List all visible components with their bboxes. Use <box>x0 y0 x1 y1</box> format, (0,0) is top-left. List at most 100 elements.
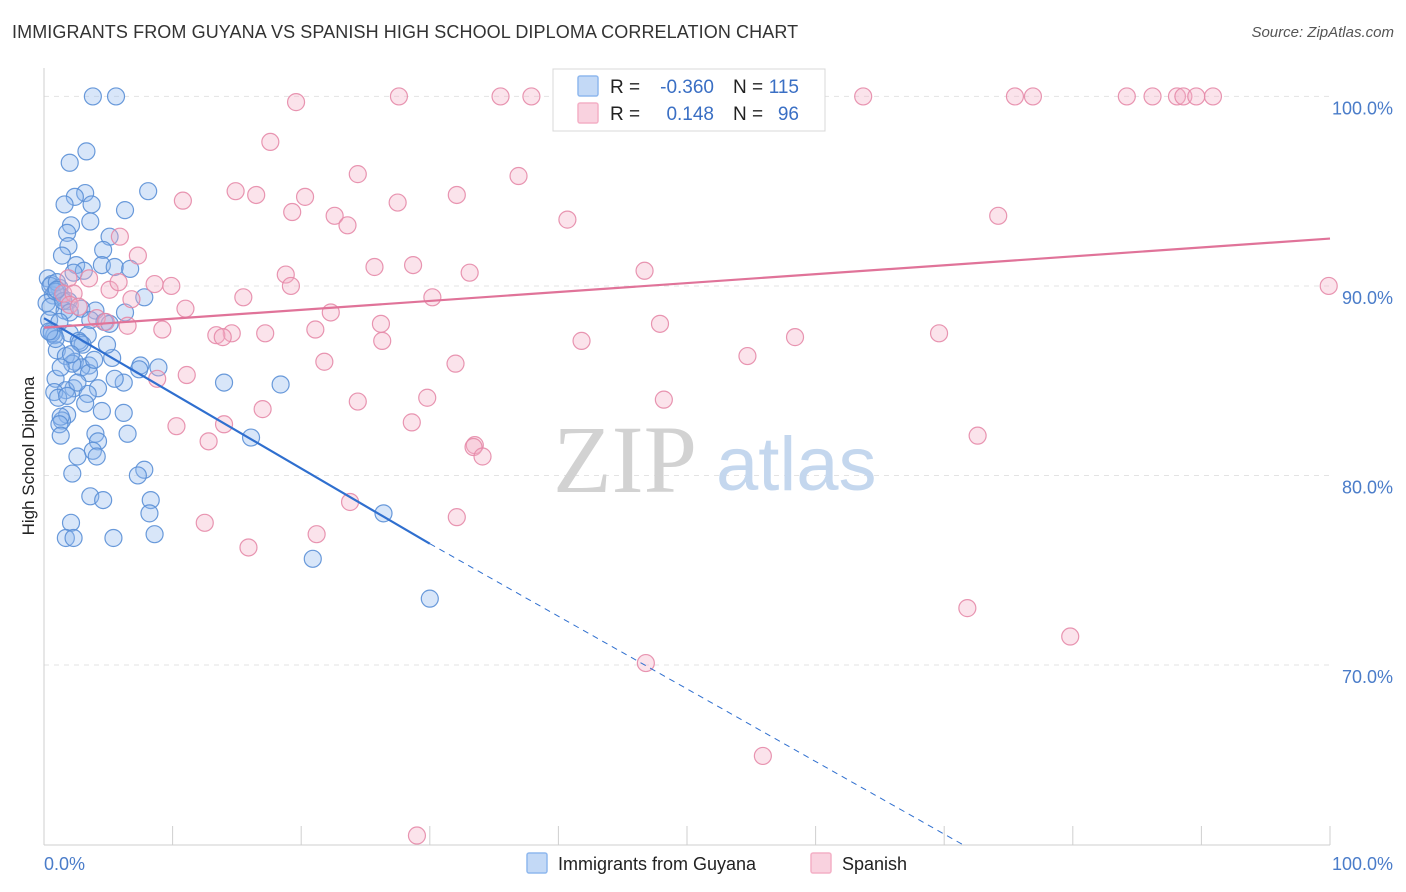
point-series1-1 <box>389 87 409 106</box>
point-series1-48 <box>122 290 141 309</box>
point-series0-98 <box>46 329 65 349</box>
point-series1-96 <box>109 273 128 292</box>
point-series0-92 <box>47 273 66 292</box>
stats-r-value-spanish: 0.148 <box>666 104 714 125</box>
point-series0-85 <box>145 525 164 544</box>
point-series0-52 <box>46 369 65 388</box>
trend-line-series0 <box>43 317 431 545</box>
point-series1-69 <box>738 346 757 366</box>
point-series0-66 <box>51 407 70 426</box>
point-series0-16 <box>52 246 72 265</box>
point-series0-87 <box>64 528 83 548</box>
point-series1-91 <box>636 653 655 673</box>
point-series1-85 <box>447 508 466 527</box>
y-axis-title: High School Diploma <box>19 376 38 535</box>
point-series1-63 <box>572 331 591 350</box>
point-series0-103 <box>105 369 124 388</box>
point-series1-49 <box>60 295 79 314</box>
point-series0-74 <box>87 447 106 466</box>
trend-lines <box>43 237 1331 846</box>
watermark-atlas: atlas <box>716 422 877 507</box>
point-series0-72 <box>88 432 108 451</box>
point-series0-84 <box>61 513 81 532</box>
point-series1-39 <box>79 269 99 288</box>
point-series0-107 <box>92 401 111 421</box>
point-series0-113 <box>51 358 70 377</box>
point-series1-71 <box>177 365 196 385</box>
point-series0-6 <box>139 182 158 201</box>
point-series0-75 <box>68 447 87 466</box>
point-series0-2 <box>60 153 79 172</box>
chart-title: IMMIGRANTS FROM GUYANA VS SPANISH HIGH S… <box>12 22 799 42</box>
point-series1-16 <box>1203 87 1223 106</box>
point-series1-64 <box>785 328 805 347</box>
x-tick-label-1: 100.0% <box>1332 854 1393 874</box>
point-series0-14 <box>59 237 78 256</box>
y-tick-label-1: 80.0% <box>1342 477 1393 497</box>
stats-n-value-guyana: 115 <box>769 77 799 98</box>
watermark-zip: ZIP <box>553 406 697 513</box>
x-ticks <box>43 826 1331 845</box>
point-series1-40 <box>281 276 301 296</box>
point-series0-1 <box>106 87 126 106</box>
point-series1-22 <box>173 191 192 210</box>
point-series0-70 <box>51 426 70 445</box>
point-series1-9 <box>1005 87 1025 106</box>
x-tick-label-0: 0.0% <box>44 854 85 874</box>
point-series0-4 <box>76 183 95 203</box>
point-series0-53 <box>114 373 133 392</box>
point-series1-14 <box>1174 87 1193 106</box>
point-series0-100 <box>63 354 82 373</box>
stats-swatch-guyana <box>577 75 599 97</box>
point-series1-87 <box>307 525 326 544</box>
point-series0-9 <box>115 201 135 220</box>
trend-extension-series0 <box>429 543 964 846</box>
point-series1-65 <box>929 324 949 343</box>
point-series1-78 <box>402 413 421 432</box>
stats-n-label-guyana: N = <box>733 77 763 98</box>
point-series1-17 <box>261 132 280 152</box>
y-tick-labels: 70.0% 80.0% 90.0% 100.0% <box>1332 98 1393 687</box>
point-series1-94 <box>1319 276 1338 296</box>
point-series1-24 <box>447 185 466 205</box>
point-series1-66 <box>118 316 137 335</box>
point-series1-18 <box>348 165 367 184</box>
point-series1-79 <box>199 432 218 451</box>
point-series1-47 <box>423 288 442 307</box>
point-series1-41 <box>145 274 164 294</box>
stats-swatch-spanish <box>577 102 599 124</box>
point-series1-92 <box>753 746 772 766</box>
point-series1-12 <box>1143 87 1162 106</box>
stats-n-label-spanish: N = <box>733 104 763 125</box>
stats-r-value-guyana: -0.360 <box>660 77 714 98</box>
point-series0-62 <box>76 394 95 413</box>
stats-r-label-guyana: R = <box>610 77 640 98</box>
point-series1-36 <box>635 261 654 280</box>
point-series1-26 <box>283 202 302 222</box>
legend-swatch-guyana <box>526 852 548 874</box>
point-series1-2 <box>491 87 510 106</box>
point-series1-20 <box>226 182 245 201</box>
point-series0-15 <box>94 240 113 260</box>
point-series1-50 <box>69 297 88 316</box>
legend-label-guyana: Immigrants from Guyana <box>558 854 757 874</box>
point-series1-30 <box>989 206 1008 225</box>
stats-r-label-spanish: R = <box>610 104 640 125</box>
point-series0-63 <box>114 403 133 423</box>
point-series1-42 <box>162 276 181 296</box>
point-series1-59 <box>256 324 275 343</box>
point-series1-73 <box>418 388 437 407</box>
point-series0-64 <box>58 405 77 424</box>
point-series1-55 <box>650 314 670 333</box>
point-series1-27 <box>325 206 344 225</box>
point-series1-72 <box>348 392 367 411</box>
point-series0-19 <box>105 257 124 277</box>
point-series0-111 <box>85 350 104 369</box>
point-series1-8 <box>854 87 873 106</box>
point-series1-67 <box>315 352 334 371</box>
point-series0-105 <box>68 373 87 392</box>
point-series1-90 <box>1061 627 1080 646</box>
point-series1-15 <box>1187 87 1206 106</box>
point-series1-31 <box>110 227 129 246</box>
